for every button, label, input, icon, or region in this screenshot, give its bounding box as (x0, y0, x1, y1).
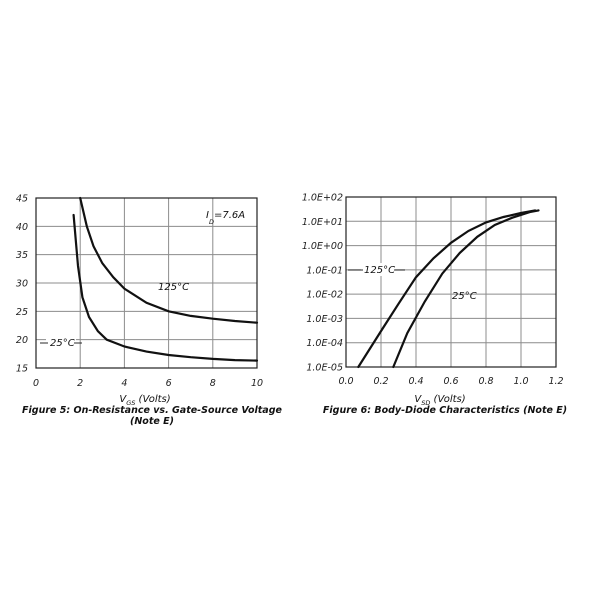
chart1-y-tick-label: 45 (16, 194, 28, 205)
chart1-x-tick-label: 2 (77, 378, 83, 389)
chart1-y-tick-label: 20 (16, 335, 28, 346)
chart1-plot-frame (35, 197, 258, 369)
chart1-x-tick-label: 10 (251, 378, 263, 389)
chart1-y-tick-label: 35 (16, 250, 28, 261)
chart1-x-axis-title-main: V (119, 394, 127, 405)
chart2-y-tick-label: 1.0E-05 (306, 363, 343, 374)
chart2-grid (345, 196, 557, 368)
chart1-y-tick-label: 40 (16, 222, 28, 233)
chart1-x-tick-label: 4 (121, 378, 127, 389)
chart2-y-tick-label: 1.0E-04 (306, 338, 343, 349)
chart1-y-tick-label: 15 (16, 364, 28, 375)
chart-on-resistance: 0 2 4 6 8 10 15 20 25 30 35 40 45 125°C 25°C VGS (Volt… (16, 194, 283, 428)
chart1-x-axis-title-rest: (Volts) (135, 394, 170, 405)
chart2-y-tick-label: 1.0E+00 (302, 241, 343, 252)
chart1-x-tick-label: 6 (166, 378, 172, 389)
chart1-labels: 0 2 4 6 8 10 15 20 25 30 35 40 45 125°C 25°C (16, 194, 263, 390)
chart1-y-tick-label: 30 (16, 279, 28, 290)
chart2-y-tick-label: 1.0E-03 (306, 314, 343, 325)
chart1-x-tick-label: 0 (33, 378, 39, 389)
chart2-series-label-125c: 125°C (364, 265, 395, 276)
chart2-x-tick-label: 0.8 (478, 376, 493, 387)
chart2-x-tick-label: 0.0 (338, 376, 353, 387)
chart1-annotation: ID=7.6A (206, 210, 245, 226)
chart2-y-tick-label: 1.0E+01 (302, 217, 343, 228)
chart2-x-tick-label: 0.2 (373, 376, 388, 387)
chart1-series-label-125c: 125°C (158, 282, 189, 293)
chart2-y-tick-label: 1.0E+02 (302, 193, 343, 204)
chart1-curves (72, 196, 259, 362)
chart1-series-label-25c: 25°C (50, 338, 75, 349)
chart2-x-axis-title-rest: (Volts) (430, 394, 465, 405)
chart1-grid (35, 197, 258, 369)
chart1-y-tick-label: 25 (16, 307, 28, 318)
chart2-x-tick-label: 0.6 (443, 376, 458, 387)
chart2-series-line-125c (357, 209, 537, 369)
chart2-curves (357, 209, 540, 369)
chart1-series-line-125c (79, 196, 259, 324)
chart1-series-line-25c (72, 213, 259, 362)
chart1-annotation-subscript: D (209, 218, 214, 226)
chart1-x-tick-label: 8 (210, 378, 216, 389)
chart1-series-label-bg (46, 335, 76, 348)
chart2-x-axis-title-main: V (414, 394, 422, 405)
chart1-x-axis-title-subscript: GS (126, 399, 135, 407)
chart1-caption-line1: Figure 5: On-Resistance vs. Gate-Source … (22, 405, 282, 416)
chart2-series-line-25c (392, 209, 540, 369)
chart2-series-label-25c: 25°C (452, 291, 477, 302)
chart1-annotation-rest: =7.6A (214, 210, 245, 221)
chart2-x-axis-title: VSD (Volts) (414, 394, 465, 407)
chart2-y-tick-label: 1.0E-02 (306, 290, 343, 301)
chart2-x-tick-label: 1.0 (513, 376, 528, 387)
chart1-annotation-main: I (206, 210, 209, 221)
chart1-caption-line2: (Note E) (130, 416, 174, 427)
chart2-series-label-bg (361, 263, 395, 276)
chart2-caption-line1: Figure 6: Body-Diode Characteristics (No… (323, 405, 567, 416)
chart2-x-tick-label: 1.2 (548, 376, 563, 387)
chart2-x-tick-label: 0.4 (408, 376, 423, 387)
chart2-x-axis-title-subscript: SD (421, 399, 430, 407)
chart1-x-axis-title: VGS (Volts) (119, 394, 170, 407)
chart2-y-tick-label: 1.0E-01 (306, 265, 343, 276)
chart-body-diode: 0.0 0.2 0.4 0.6 0.8 1.0 1.2 1.0E-05 1.0E-04 1.0E-… (302, 193, 567, 417)
chart2-plot-frame (345, 196, 557, 368)
chart2-labels: 0.0 0.2 0.4 0.6 0.8 1.0 1.2 1.0E-05 1.0E-04 1.0E-… (302, 193, 564, 388)
